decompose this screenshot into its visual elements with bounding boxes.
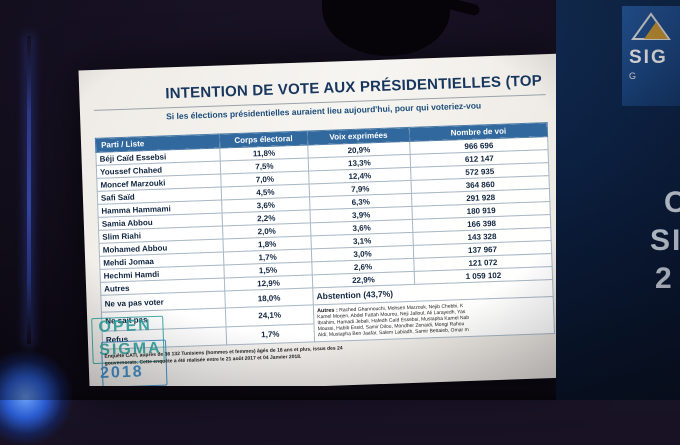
- slide-subtitle: Si les élections présidentielles auraien…: [165, 100, 482, 122]
- open-sigma-2018-logo: OPEN SIGMA 2018: [91, 314, 168, 388]
- sigma-logo-subtext: G: [629, 71, 640, 81]
- stage-light-strip: [27, 36, 31, 344]
- partial-letter-o: O: [664, 186, 680, 219]
- desk-shadow: [0, 386, 680, 400]
- presentation-slide: INTENTION DE VOTE AUX PRÉSIDENTIELLES (T…: [78, 53, 568, 395]
- partial-letter-2: 2: [655, 262, 672, 295]
- partial-letters-si: SI: [650, 224, 680, 257]
- sigma-triangle-icon: [631, 12, 671, 40]
- blue-led-glow: [0, 350, 73, 445]
- slide-title: INTENTION DE VOTE AUX PRÉSIDENTIELLES (T…: [165, 72, 543, 103]
- autres-note-cell: Autres : Rached Ghannouchi, Mohsen Marzo…: [313, 296, 555, 342]
- cell-corps: 1,7%: [226, 323, 315, 345]
- vote-intentions-table: Parti / Liste Corps électoral Voix expri…: [95, 122, 555, 350]
- microphone-silhouette: [322, 0, 450, 56]
- watermark-open: OPEN: [98, 317, 153, 336]
- sigma-logo-text: SIG: [629, 47, 668, 68]
- conference-room-photo: INTENTION DE VOTE AUX PRÉSIDENTIELLES (T…: [0, 0, 680, 400]
- sigma-logo-box: SIG G: [622, 6, 680, 106]
